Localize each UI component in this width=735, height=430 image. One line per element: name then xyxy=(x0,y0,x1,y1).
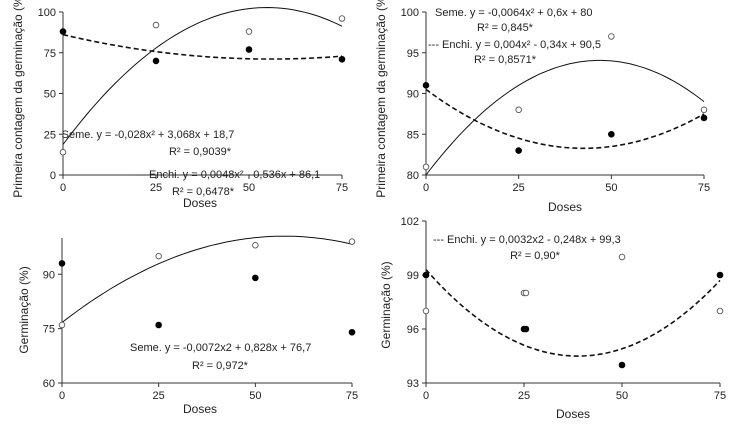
data-point-enchi xyxy=(422,82,430,89)
x-axis-title: Doses xyxy=(556,407,590,421)
y-tick-label: 93 xyxy=(407,378,419,390)
y-axis-title: Primeira contagem da germinação (%) xyxy=(11,0,25,198)
equation-annotation: Seme. y = -0,0072x2 + 0,828x + 76,7 xyxy=(130,342,311,354)
x-axis-title: Doses xyxy=(183,402,217,416)
data-point-seme xyxy=(618,253,626,261)
x-tick-label: 25 xyxy=(153,390,165,402)
data-point-seme xyxy=(716,307,724,315)
data-point-seme xyxy=(608,33,615,40)
data-point-seme xyxy=(338,15,346,22)
data-point-seme xyxy=(515,106,522,114)
trend-line-seme xyxy=(61,235,353,323)
data-point-enchi xyxy=(515,147,522,154)
x-tick-label: 0 xyxy=(423,390,429,402)
y-tick-label: 75 xyxy=(43,324,55,336)
y-tick-label: 50 xyxy=(44,89,56,101)
equation-annotation: R² = 0,90* xyxy=(510,250,561,262)
equation-annotation: --- Enchi. y = 0,0032x2 - 0,248x + 99,3 xyxy=(433,234,621,246)
trend-line-seme xyxy=(62,6,343,145)
x-tick-label: 0 xyxy=(60,182,66,194)
data-point-seme xyxy=(252,241,259,249)
chart-panel-1: 0 25 50 75 100 0 25 50 75 Doses Primeira contagem … xyxy=(11,0,348,210)
data-point-enchi xyxy=(338,55,346,63)
x-tick-label: 75 xyxy=(346,390,358,402)
trend-line-enchi xyxy=(62,33,343,60)
x-tick-label: 50 xyxy=(605,182,617,194)
x-tick-label: 25 xyxy=(150,182,162,194)
data-point-enchi xyxy=(608,130,615,138)
equation-annotation: R² = 0,9039* xyxy=(169,146,232,158)
x-tick-label: 75 xyxy=(698,182,710,194)
y-axis-title: Germinação (%) xyxy=(17,266,31,353)
chart-panel-2: 80 85 90 95 100 0 25 50 75 Doses Primeira contagem… xyxy=(374,0,710,214)
x-tick-label: 0 xyxy=(59,390,65,402)
x-tick-label: 25 xyxy=(518,390,530,402)
y-tick-label: 96 xyxy=(407,324,419,336)
data-point-enchi xyxy=(422,271,430,279)
data-point-enchi xyxy=(152,57,160,65)
data-point-enchi xyxy=(618,361,626,369)
trend-line-seme xyxy=(425,59,705,176)
x-tick-label: 50 xyxy=(249,390,261,402)
chart-panel-3: 60 75 90 0 25 50 75 Doses Germinação (%) Seme. y … xyxy=(17,235,358,416)
x-axis-title: Doses xyxy=(183,196,217,210)
x-axis-title: Doses xyxy=(548,200,582,214)
equation-annotation: Seme. y = -0,0064x² + 0,6x + 80 xyxy=(435,7,592,19)
data-point-seme xyxy=(422,163,430,171)
x-tick-label: 50 xyxy=(243,182,255,194)
data-point-enchi xyxy=(245,46,253,53)
x-tick-label: 25 xyxy=(513,182,525,194)
data-point-seme xyxy=(522,289,530,297)
y-tick-label: 60 xyxy=(43,378,55,390)
trend-line-enchi xyxy=(425,269,721,357)
data-point-enchi xyxy=(700,114,708,122)
y-tick-label: 100 xyxy=(401,7,419,19)
y-tick-label: 99 xyxy=(407,270,419,282)
data-point-enchi xyxy=(522,325,530,333)
data-point-seme xyxy=(152,21,160,29)
y-tick-label: 90 xyxy=(407,89,419,101)
equation-annotation: --- Enchi. y = 0,0048x² - 0,536x + 86,1 xyxy=(135,169,320,181)
x-tick-label: 75 xyxy=(714,390,726,402)
y-tick-label: 80 xyxy=(407,170,419,182)
data-point-enchi xyxy=(348,328,356,336)
y-axis-title: Primeira contagem da germinação (%) xyxy=(374,0,388,198)
data-point-seme xyxy=(59,148,67,156)
data-point-seme xyxy=(700,106,708,114)
x-tick-label: 0 xyxy=(423,182,429,194)
data-point-seme xyxy=(245,28,253,35)
equation-annotation: R² = 0,972* xyxy=(192,360,249,372)
y-tick-label: 25 xyxy=(44,129,56,141)
y-tick-label: 95 xyxy=(407,48,419,60)
equation-annotation: R² = 0,6478* xyxy=(172,186,235,198)
y-axis-title: Germinação (%) xyxy=(379,261,393,348)
data-point-enchi xyxy=(716,271,724,279)
y-tick-label: 100 xyxy=(38,7,56,19)
equation-annotation: Seme. y = -0,028x² + 3,068x + 18,7 xyxy=(62,129,235,141)
equation-annotation: R² = 0,8571* xyxy=(474,54,537,66)
trend-line-enchi xyxy=(425,88,705,150)
x-tick-label: 50 xyxy=(616,390,628,402)
data-point-enchi xyxy=(58,260,66,267)
data-point-seme xyxy=(58,321,66,329)
y-tick-label: 75 xyxy=(44,48,56,60)
data-point-enchi xyxy=(59,28,67,35)
y-tick-label: 90 xyxy=(43,269,55,281)
x-tick-label: 75 xyxy=(336,182,348,194)
y-tick-label: 0 xyxy=(50,170,56,182)
data-point-seme xyxy=(348,238,356,245)
chart-panel-4: 93 96 99 102 0 25 50 75 Doses Germinação (%) --- E… xyxy=(379,216,726,421)
data-point-enchi xyxy=(252,274,259,282)
equation-annotation: --- Enchi. y = 0,004x² - 0,34x + 90,5 xyxy=(428,39,601,51)
equation-annotation: R² = 0,845* xyxy=(477,22,534,34)
data-point-enchi xyxy=(155,321,162,329)
y-tick-label: 102 xyxy=(401,216,419,228)
data-point-seme xyxy=(422,307,430,315)
y-tick-label: 85 xyxy=(407,129,419,141)
data-point-seme xyxy=(155,252,162,260)
